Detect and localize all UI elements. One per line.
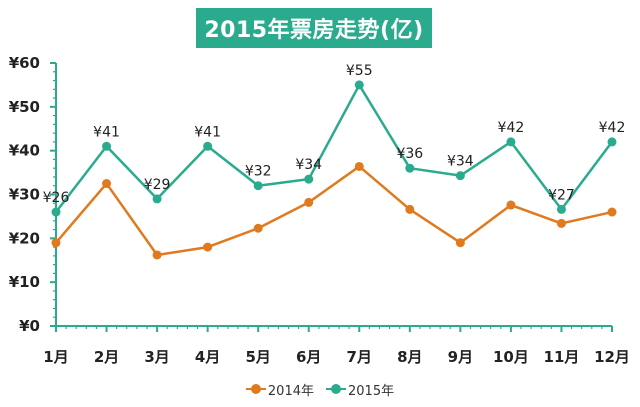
data-point-2014年 <box>102 179 112 189</box>
data-point-2014年 <box>152 250 162 260</box>
x-tick-label: 11月 <box>544 348 580 366</box>
legend-swatch-2014 <box>245 383 266 395</box>
data-point-2014年 <box>203 242 213 252</box>
data-point-2015年 <box>203 141 213 151</box>
x-tick-label: 8月 <box>397 348 422 366</box>
x-tick-label: 5月 <box>245 348 270 366</box>
data-label: ¥42 <box>498 120 525 136</box>
data-label: ¥34 <box>447 154 474 170</box>
data-point-2015年 <box>304 174 314 184</box>
data-label: ¥42 <box>599 120 626 136</box>
data-point-2015年 <box>455 171 465 181</box>
y-tick-label: ¥20 <box>9 229 40 247</box>
x-tick-label: 12月 <box>594 348 630 366</box>
data-label: ¥41 <box>93 124 120 140</box>
data-label: ¥29 <box>144 177 171 193</box>
data-point-2015年 <box>253 181 263 191</box>
legend-label-2015: 2015年 <box>348 383 395 399</box>
legend-item-2014[interactable]: 2014年 <box>245 380 314 399</box>
x-tick-label: 2月 <box>94 348 119 366</box>
data-point-2014年 <box>304 197 314 207</box>
data-point-2014年 <box>607 207 617 217</box>
x-tick-label: 1月 <box>43 348 68 366</box>
series-line-2015年 <box>55 83 614 213</box>
legend-swatch-2015 <box>326 383 346 395</box>
data-point-2015年 <box>556 204 566 214</box>
data-label: ¥32 <box>245 164 272 180</box>
x-tick-label: 10月 <box>493 348 529 366</box>
data-point-2014年 <box>455 238 465 248</box>
data-label: ¥41 <box>194 124 221 140</box>
legend-item-2015[interactable]: 2015年 <box>326 380 394 399</box>
data-point-2014年 <box>405 204 415 214</box>
y-tick-label: ¥10 <box>9 273 40 291</box>
x-tick-label: 9月 <box>448 348 473 366</box>
x-tick-label: 7月 <box>347 348 372 366</box>
data-point-2015年 <box>506 137 516 147</box>
data-point-2014年 <box>506 200 516 210</box>
x-tick-label: 3月 <box>144 348 169 366</box>
x-tick-label: 6月 <box>296 348 321 366</box>
data-point-2014年 <box>253 223 263 233</box>
data-point-2015年 <box>51 207 61 217</box>
data-point-2015年 <box>102 141 112 151</box>
data-point-2014年 <box>556 218 566 228</box>
legend-label-2014: 2014年 <box>267 383 314 399</box>
data-label: ¥27 <box>548 187 575 203</box>
data-point-2014年 <box>354 161 364 171</box>
y-tick-label: ¥0 <box>19 317 40 335</box>
x-tick-label: 4月 <box>195 348 220 366</box>
data-label: ¥55 <box>346 63 373 79</box>
y-tick-label: ¥40 <box>9 142 40 160</box>
y-tick-label: ¥50 <box>9 98 40 116</box>
y-tick-label: ¥30 <box>9 186 40 204</box>
data-label: ¥36 <box>396 146 423 162</box>
series-line-2014年 <box>55 165 613 257</box>
data-label: ¥34 <box>295 157 322 173</box>
data-label: ¥26 <box>43 190 70 206</box>
y-tick-label: ¥60 <box>9 54 40 72</box>
legend: 2014年 2015年 <box>0 378 640 400</box>
data-point-2014年 <box>51 238 61 248</box>
data-point-2015年 <box>354 80 364 90</box>
data-point-2015年 <box>405 163 415 173</box>
data-point-2015年 <box>607 137 617 147</box>
chart-title: 2015年票房走势(亿) <box>196 8 432 48</box>
data-point-2015年 <box>152 194 162 204</box>
